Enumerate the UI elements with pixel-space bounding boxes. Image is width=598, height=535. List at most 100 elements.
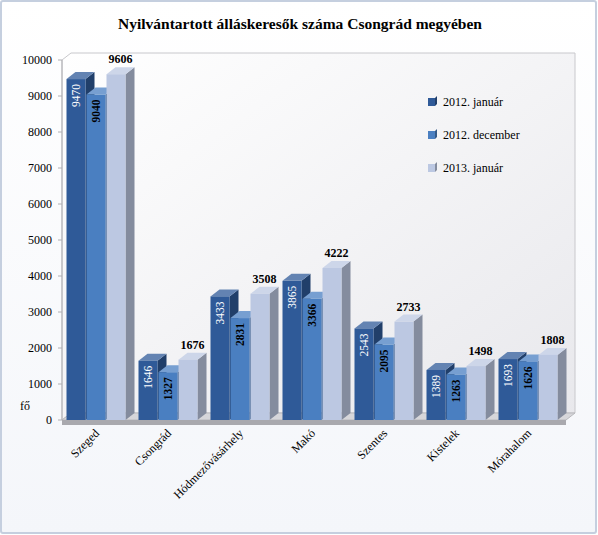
chart-container: Nyilvántartott álláskeresők száma Csongr… <box>0 0 598 535</box>
data-label: 1646 <box>142 365 154 388</box>
data-label: 3366 <box>306 304 318 327</box>
chart-svg: Nyilvántartott álláskeresők száma Csongr… <box>0 0 598 535</box>
x-tick-label: Szentes <box>354 426 390 462</box>
y-tick <box>58 204 62 205</box>
legend-label: 2012. január <box>443 95 503 109</box>
bar <box>303 299 322 420</box>
bar <box>539 355 558 420</box>
data-label: 1263 <box>450 379 462 402</box>
legend-swatch-side <box>435 162 437 172</box>
bar <box>251 294 270 420</box>
bar-top <box>107 67 135 74</box>
y-tick <box>58 60 62 61</box>
back-wall <box>62 53 575 420</box>
y-tick-label: 1000 <box>28 377 52 391</box>
legend-swatch <box>428 164 435 172</box>
data-label: 2831 <box>234 323 246 346</box>
bar <box>467 366 486 420</box>
data-label: 1498 <box>469 344 493 358</box>
bars <box>67 67 567 420</box>
y-tick-label: 8000 <box>28 125 52 139</box>
bar <box>67 79 86 420</box>
bar-side <box>486 359 495 420</box>
y-tick-label: 6000 <box>28 197 52 211</box>
bar-top <box>427 363 455 370</box>
bar-side <box>126 67 135 420</box>
bar <box>447 375 466 420</box>
bar <box>355 328 374 420</box>
bar <box>427 370 446 420</box>
bar <box>323 268 342 420</box>
legend-label: 2012. december <box>443 128 520 142</box>
bar-side <box>414 315 423 420</box>
bar-top <box>323 261 351 268</box>
x-tick-label: Hódmezővásárhely <box>171 426 246 501</box>
y-tick <box>58 132 62 133</box>
data-label: 4222 <box>325 246 349 260</box>
legend-swatch-side <box>435 129 437 139</box>
data-label: 9470 <box>70 84 82 107</box>
bar-top <box>355 321 383 328</box>
y-tick-label: 9000 <box>28 89 52 103</box>
data-label: 3433 <box>214 301 226 324</box>
y-tick-label: 2000 <box>28 341 52 355</box>
y-tick-label: 7000 <box>28 161 52 175</box>
bar <box>179 360 198 420</box>
y-tick-label: 10000 <box>22 53 52 67</box>
data-label: 1808 <box>541 333 565 347</box>
y-tick-label: 5000 <box>28 233 52 247</box>
y-tick <box>58 420 62 421</box>
y-tick <box>58 312 62 313</box>
bar-top <box>251 287 279 294</box>
bar-side <box>198 353 207 420</box>
data-label: 9040 <box>90 99 102 122</box>
y-tick-label: 3000 <box>28 305 52 319</box>
bar <box>499 359 518 420</box>
data-label: 1676 <box>181 338 205 352</box>
bar <box>159 372 178 420</box>
data-label: 1626 <box>522 366 534 389</box>
bar-top <box>283 274 311 281</box>
bar-top <box>67 72 95 79</box>
x-tick-label: Mórahalom <box>485 426 535 476</box>
data-label: 1389 <box>430 375 442 398</box>
bar-side <box>558 348 567 420</box>
bar-top <box>139 354 167 361</box>
y-tick-label: 0 <box>46 413 52 427</box>
y-tick <box>58 276 62 277</box>
y-tick <box>58 96 62 97</box>
x-tick-label: Csongrád <box>132 426 174 468</box>
bar <box>283 281 302 420</box>
bar <box>375 345 394 420</box>
data-label: 1693 <box>502 364 514 387</box>
bar-top <box>467 359 495 366</box>
legend: 2012. január 2012. december 2013. január <box>428 95 520 175</box>
data-label: 2543 <box>358 333 370 356</box>
bar <box>139 361 158 420</box>
bar-side <box>342 261 351 420</box>
x-tick-label: Makó <box>288 426 318 456</box>
y-tick <box>58 348 62 349</box>
data-label: 3865 <box>286 286 298 309</box>
legend-label: 2013. január <box>443 161 503 175</box>
background <box>1 1 596 533</box>
data-label: 1327 <box>162 377 174 400</box>
data-labels: 9470904096061646132716763433283135083865… <box>70 52 565 402</box>
bar-top <box>395 315 423 322</box>
legend-swatch-side <box>435 96 437 106</box>
x-tick-label: Szeged <box>68 426 102 460</box>
y-tick <box>58 384 62 385</box>
bar <box>107 74 126 420</box>
bar-side <box>270 287 279 420</box>
x-tick-label: Kistelek <box>424 426 462 464</box>
bar <box>395 322 414 420</box>
floor-edge <box>62 420 566 425</box>
bar-top <box>179 353 207 360</box>
y-axis-label: fő <box>20 399 30 413</box>
bar <box>231 318 250 420</box>
legend-swatch <box>428 131 435 139</box>
data-label: 9606 <box>109 52 133 66</box>
bar-top <box>539 348 567 355</box>
bar-top <box>499 352 527 359</box>
bar <box>87 95 106 420</box>
